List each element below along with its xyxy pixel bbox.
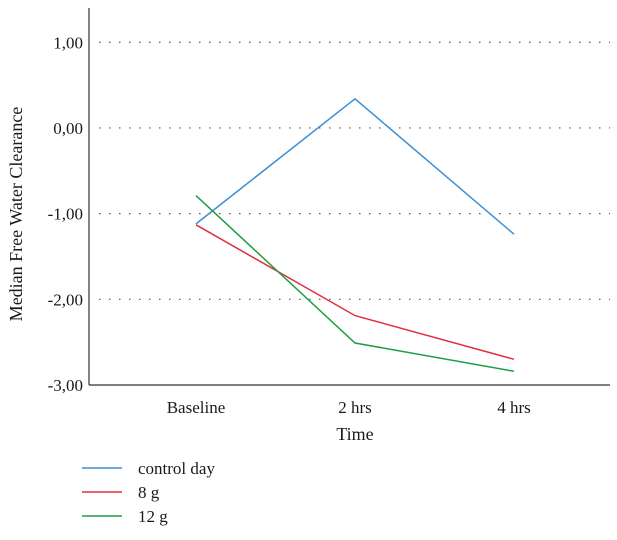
x-axis-title: Time [336,424,373,444]
y-tick-label: -3,00 [48,376,83,395]
series-lines [195,97,515,373]
series-line-3 [195,195,515,373]
y-tick-label: 0,00 [53,119,83,138]
series-line-2 [195,224,515,361]
y-tick-label: 1,00 [53,33,83,52]
x-tick-labels: Baseline 2 hrs 4 hrs [167,398,531,417]
y-tick-label: -1,00 [48,205,83,224]
gridlines [99,41,610,300]
x-tick-label: 2 hrs [338,398,372,417]
legend-label: 8 g [138,483,160,502]
y-axis-title: Median Free Water Clearance [6,107,26,322]
legend-label: control day [138,459,215,478]
y-tick-label: -2,00 [48,290,83,309]
legend: control day 8 g 12 g [82,459,215,526]
x-tick-label: 4 hrs [497,398,531,417]
y-tick-labels: 1,00 0,00 -1,00 -2,00 -3,00 [48,33,83,395]
series-line-1 [195,97,515,235]
legend-label: 12 g [138,507,168,526]
x-tick-label: Baseline [167,398,226,417]
